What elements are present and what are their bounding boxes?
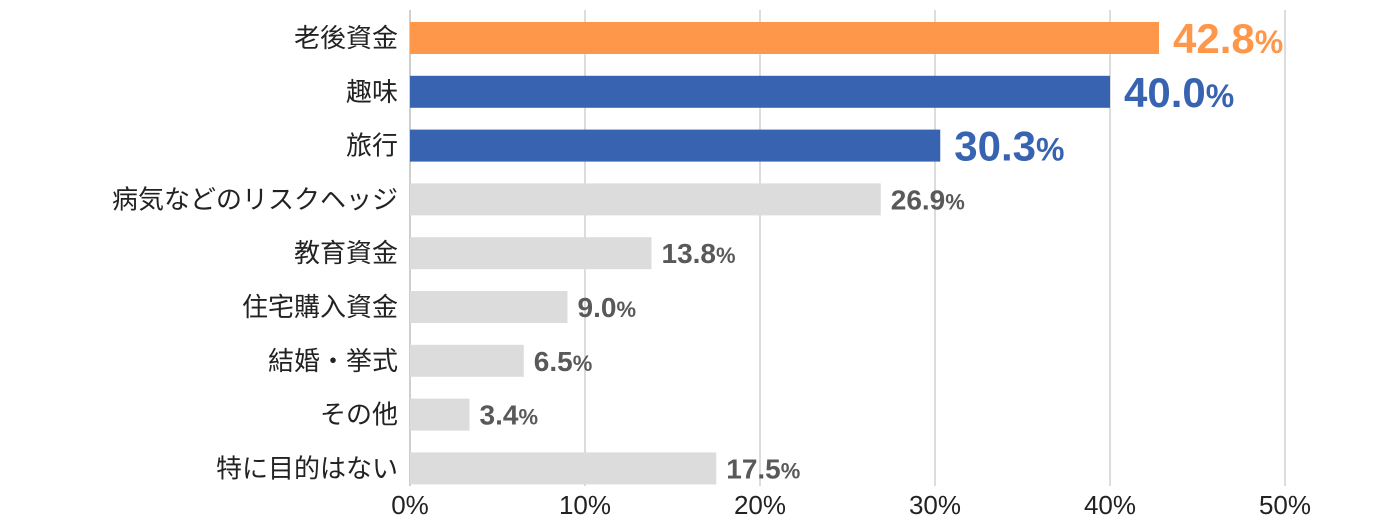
bar	[410, 237, 652, 270]
bar	[410, 344, 524, 377]
x-tick-label: 0%	[391, 490, 429, 520]
x-tick-label: 20%	[734, 490, 786, 520]
category-label: その他	[320, 401, 398, 431]
bar	[410, 75, 1110, 108]
value-label: 13.8%	[662, 238, 736, 269]
value-label: 42.8%	[1173, 15, 1283, 62]
bar	[410, 129, 941, 162]
x-tick-label: 10%	[559, 490, 611, 520]
value-label: 9.0%	[578, 292, 637, 323]
bar	[410, 452, 717, 485]
x-axis-tick-labels: 0% 10% 20% 30% 40% 50%	[391, 490, 1311, 520]
category-label: 病気などのリスクヘッジ	[112, 185, 398, 215]
bar	[410, 398, 470, 431]
category-label: 特に目的はない	[216, 454, 398, 484]
category-labels: 老後資金趣味旅行病気などのリスクヘッジ教育資金住宅購入資金結婚・挙式その他特に目…	[112, 24, 398, 484]
category-label: 結婚・挙式	[268, 347, 398, 377]
value-label: 3.4%	[480, 400, 539, 431]
value-labels: 42.8% 40.0% 30.3% 26.9% 13.8% 9.0% 6.5% 3.4% 17.…	[480, 15, 1284, 484]
x-tick-label: 30%	[909, 490, 961, 520]
category-label: 住宅購入資金	[242, 293, 398, 323]
value-label: 40.0%	[1124, 69, 1234, 116]
x-tick-label: 40%	[1084, 490, 1136, 520]
value-label: 26.9%	[891, 184, 965, 215]
value-label: 6.5%	[534, 346, 593, 377]
bar	[410, 291, 568, 323]
bars	[410, 22, 1159, 485]
bar	[410, 183, 881, 216]
value-label: 30.3%	[954, 123, 1064, 170]
bar	[410, 22, 1159, 54]
category-label: 趣味	[346, 78, 398, 108]
x-tick-label: 50%	[1259, 490, 1311, 520]
category-label: 旅行	[346, 132, 398, 162]
value-label: 17.5%	[726, 453, 800, 484]
category-label: 老後資金	[294, 24, 398, 54]
category-label: 教育資金	[294, 239, 398, 269]
